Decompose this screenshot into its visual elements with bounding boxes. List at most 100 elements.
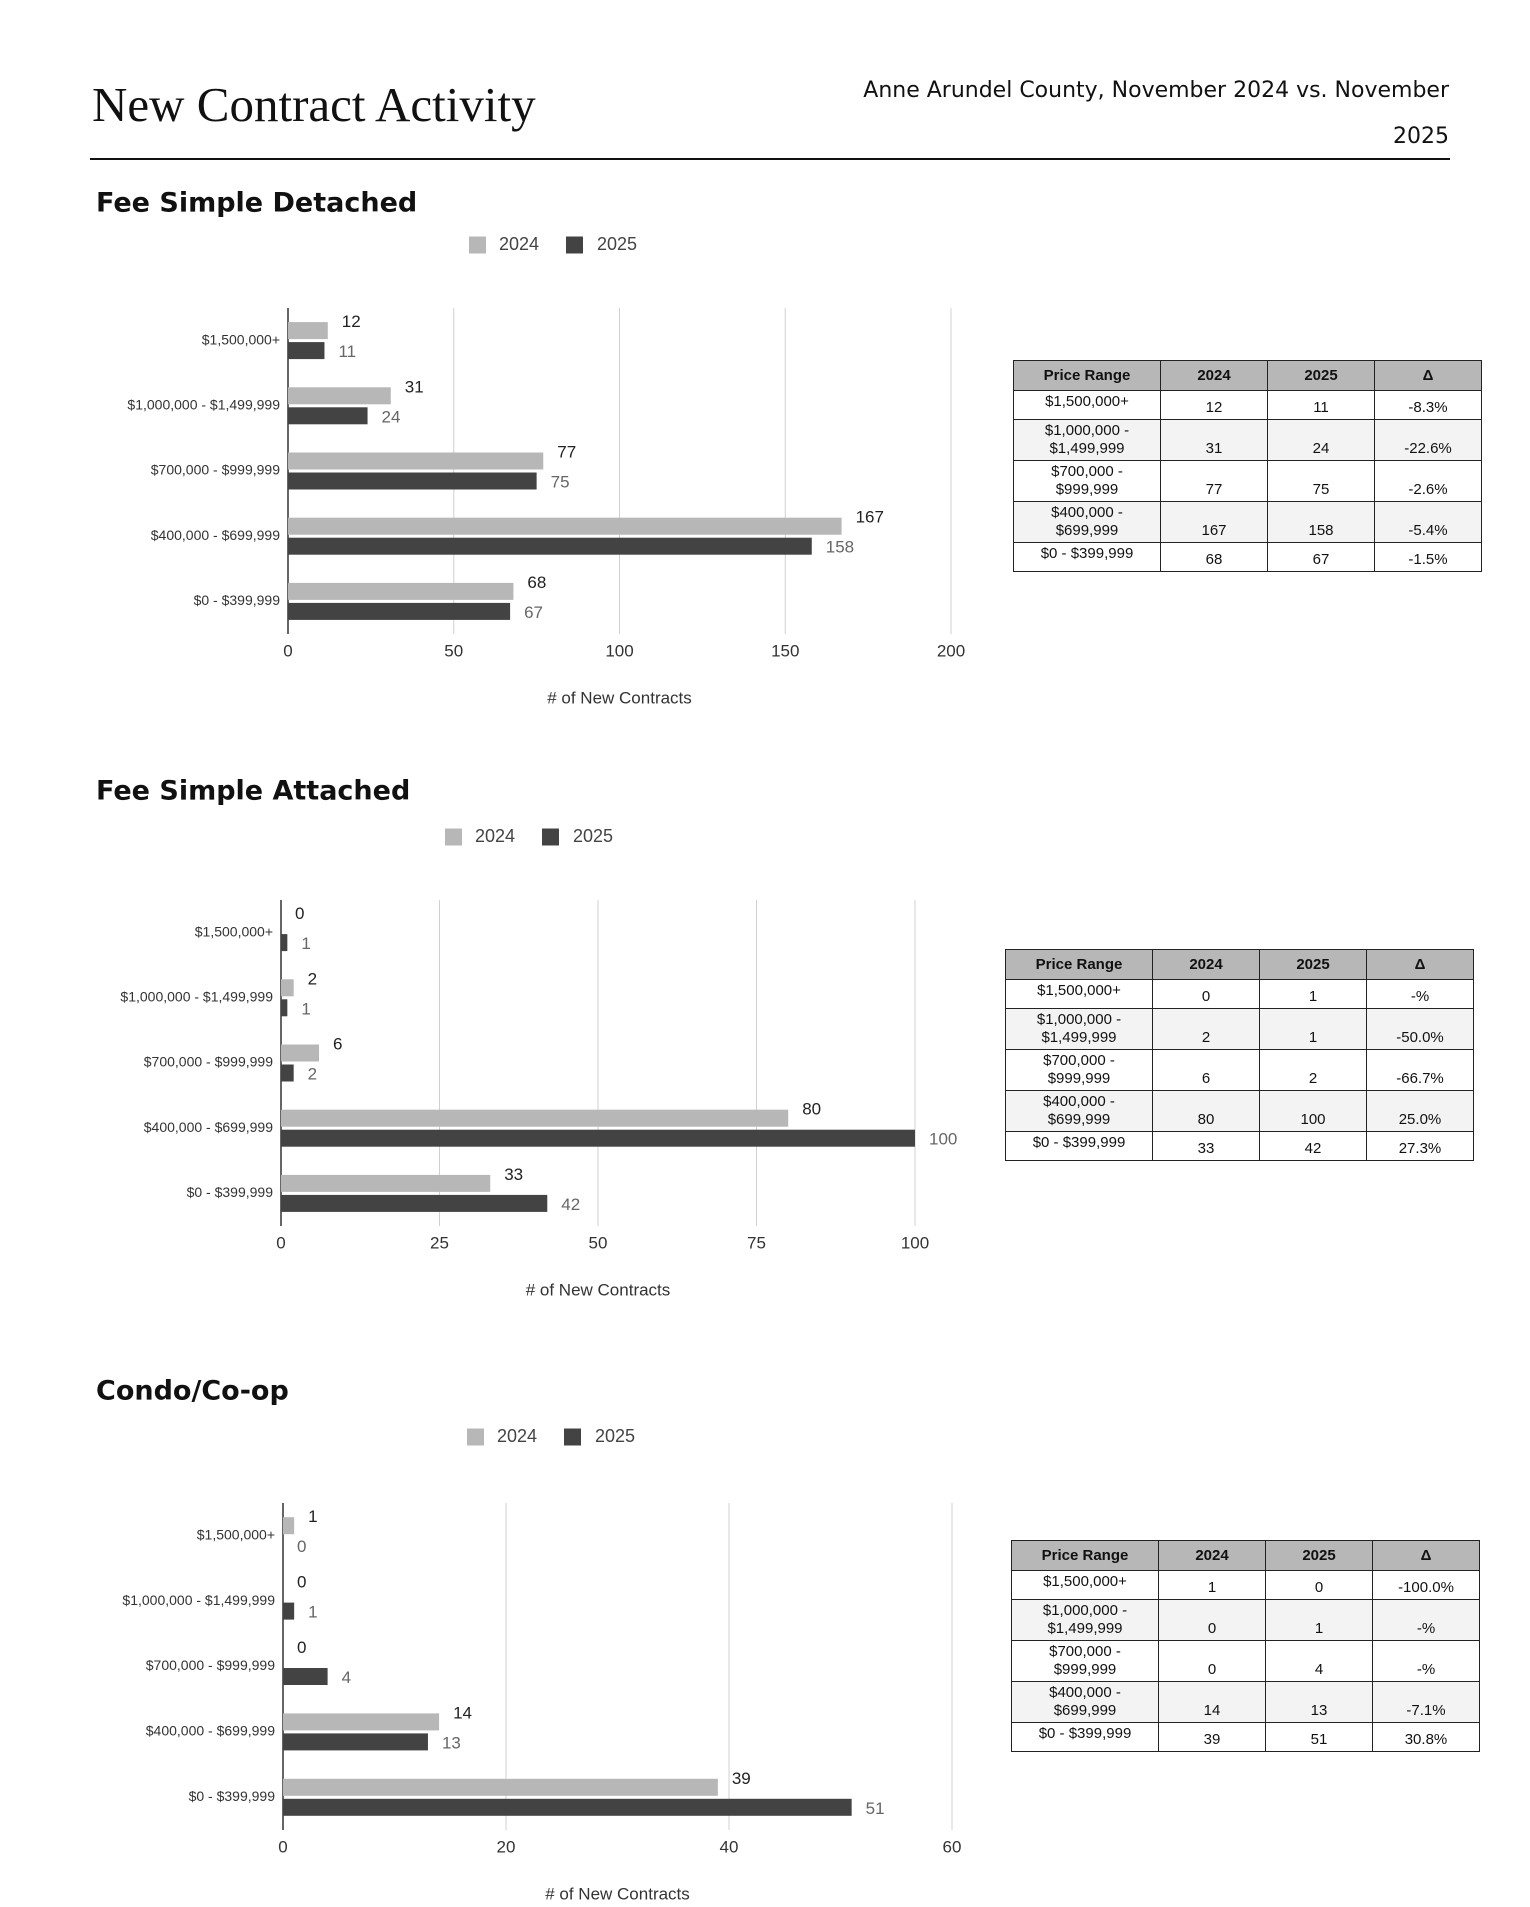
data-label: 51 <box>866 1799 885 1818</box>
y-tick-label: $700,000 - $999,999 <box>144 1054 273 1070</box>
bar <box>283 1517 295 1535</box>
y-tick-label: $700,000 - $999,999 <box>151 462 280 478</box>
table-cell: 1 <box>1265 1599 1373 1641</box>
y-tick-label: $1,500,000+ <box>202 331 280 347</box>
data-label: 2 <box>308 1064 317 1083</box>
table-cell: $0 - $399,999 <box>1011 1722 1159 1752</box>
table-cell: $0 - $399,999 <box>1005 1131 1153 1161</box>
legend-label: 2025 <box>597 234 637 254</box>
y-tick-label: $1,000,000 - $1,499,999 <box>127 397 280 413</box>
data-label: 100 <box>929 1130 957 1149</box>
header-row: Price Range 2024 2025 Δ <box>1011 1540 1480 1571</box>
section-heading: Fee Simple Attached <box>96 776 410 807</box>
table-cell: 33 <box>1152 1131 1260 1161</box>
data-label: 12 <box>342 312 361 331</box>
section-heading: Fee Simple Detached <box>96 188 417 219</box>
bar <box>281 1064 294 1082</box>
data-label: 1 <box>301 999 310 1018</box>
table-row: $0 - $399,999 39 51 30.8% <box>1011 1722 1480 1752</box>
table-cell: -1.5% <box>1374 542 1482 572</box>
table-cell: -% <box>1366 979 1474 1009</box>
data-label: 11 <box>338 342 356 361</box>
table-cell: $1,500,000+ <box>1011 1570 1159 1600</box>
bar <box>281 1194 548 1212</box>
x-tick-label: 200 <box>937 641 965 660</box>
y-tick-label: $700,000 - $999,999 <box>146 1657 275 1673</box>
bar <box>283 1668 328 1685</box>
legend-label: 2024 <box>499 234 539 254</box>
table-cell: 11 <box>1267 390 1375 420</box>
x-axis-label: # of New Contracts <box>547 688 692 707</box>
x-tick-label: 0 <box>276 1233 285 1252</box>
table-cell: 1 <box>1259 1008 1367 1050</box>
bar <box>283 1778 718 1796</box>
y-tick-label: $400,000 - $699,999 <box>151 527 280 543</box>
table-row: $1,000,000 - $1,499,999 2 1 -50.0% <box>1005 1008 1474 1050</box>
data-label: 80 <box>802 1100 821 1119</box>
data-label: 0 <box>297 1638 306 1657</box>
x-tick-label: 60 <box>943 1837 962 1856</box>
table-cell: 167 <box>1160 501 1268 543</box>
bar <box>281 1129 915 1147</box>
data-label: 39 <box>732 1769 751 1788</box>
x-axis-label: # of New Contracts <box>526 1280 671 1299</box>
data-label: 75 <box>551 472 570 491</box>
table-cell: $400,000 - $699,999 <box>1005 1090 1153 1132</box>
data-label: 14 <box>453 1703 472 1722</box>
price-table: Price Range 2024 2025 Δ $1,500,000+ 1 0 -100.0%… <box>1011 1540 1480 1752</box>
table-cell: $1,000,000 - $1,499,999 <box>1005 1008 1153 1050</box>
table-cell: -8.3% <box>1374 390 1482 420</box>
bar <box>281 1174 491 1192</box>
data-label: 0 <box>297 1537 306 1556</box>
table-cell: $0 - $399,999 <box>1013 542 1161 572</box>
y-tick-label: $1,000,000 - $1,499,999 <box>120 989 273 1005</box>
table-cell: 6 <box>1152 1049 1260 1091</box>
table-row: $400,000 - $699,999 80 100 25.0% <box>1005 1090 1474 1132</box>
y-tick-label: $1,500,000+ <box>195 923 273 939</box>
x-tick-label: 75 <box>747 1233 766 1252</box>
data-label: 24 <box>382 407 401 426</box>
table-cell: 75 <box>1267 460 1375 502</box>
data-label: 33 <box>504 1165 523 1184</box>
bar <box>288 387 391 405</box>
bar <box>281 979 294 997</box>
header-row: Price Range 2024 2025 Δ <box>1013 360 1482 391</box>
table-cell: $1,500,000+ <box>1013 390 1161 420</box>
table-cell: 30.8% <box>1372 1722 1480 1752</box>
data-label: 67 <box>524 603 543 622</box>
table-row: $400,000 - $699,999 167 158 -5.4% <box>1013 501 1482 543</box>
bar <box>283 1798 852 1816</box>
x-tick-label: 150 <box>771 641 799 660</box>
table-cell: 80 <box>1152 1090 1260 1132</box>
column-header: 2025 <box>1267 360 1375 391</box>
column-header: 2024 <box>1158 1540 1266 1571</box>
column-header: Δ <box>1372 1540 1480 1571</box>
data-label: 1 <box>301 934 310 953</box>
bar <box>288 472 537 490</box>
y-tick-label: $1,000,000 - $1,499,999 <box>122 1592 275 1608</box>
table-cell: -2.6% <box>1374 460 1482 502</box>
y-tick-label: $400,000 - $699,999 <box>144 1119 273 1135</box>
legend-swatch <box>542 828 559 846</box>
table-cell: $700,000 - $999,999 <box>1011 1640 1159 1682</box>
table-cell: -50.0% <box>1366 1008 1474 1050</box>
column-header: 2025 <box>1265 1540 1373 1571</box>
bar <box>283 1602 295 1620</box>
data-label: 1 <box>308 1603 317 1622</box>
table-cell: 2 <box>1259 1049 1367 1091</box>
table-cell: $700,000 - $999,999 <box>1005 1049 1153 1091</box>
data-label: 68 <box>527 573 546 592</box>
price-table: Price Range 2024 2025 Δ $1,500,000+ 12 11 -8.3%… <box>1013 360 1482 572</box>
table-cell: -% <box>1372 1599 1480 1641</box>
legend-label: 2024 <box>497 1426 537 1446</box>
table-cell: 42 <box>1259 1131 1367 1161</box>
table-cell: 39 <box>1158 1722 1266 1752</box>
bar <box>281 1109 789 1127</box>
legend-swatch <box>566 236 583 254</box>
x-tick-label: 25 <box>430 1233 449 1252</box>
bar <box>281 934 288 952</box>
x-tick-label: 50 <box>589 1233 608 1252</box>
column-header: Price Range <box>1005 949 1153 980</box>
table-row: $1,500,000+ 1 0 -100.0% <box>1011 1570 1480 1600</box>
